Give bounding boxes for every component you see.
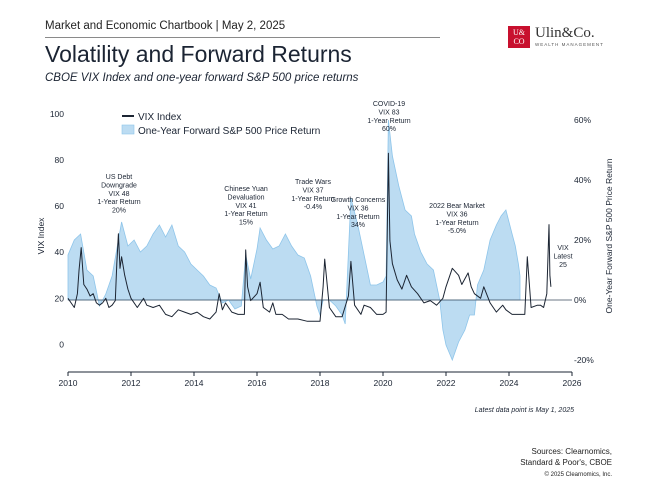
event-annotation-line: 1-Year Return: [224, 211, 267, 218]
event-annotation-line: Growth Concerns: [331, 197, 386, 204]
event-annotation-line: 1-Year Return: [336, 214, 379, 221]
logo-tagline: WEALTH MANAGEMENT: [535, 42, 604, 47]
event-annotation-line: VIX 41: [235, 203, 256, 210]
x-tick-label: 2024: [500, 378, 519, 388]
event-annotation-line: Chinese Yuan: [224, 186, 268, 193]
vix-line: [67, 152, 552, 322]
y-right-axis-label: One-Year Forward S&P 500 Price Return: [604, 158, 614, 313]
event-annotation-line: -5.0%: [448, 228, 466, 235]
event-annotation-line: VIX 36: [446, 211, 467, 218]
event-annotation-line: 15%: [239, 220, 253, 227]
event-annotation-line: 2022 Bear Market: [429, 203, 485, 210]
legend-fwd-swatch: [121, 124, 135, 135]
legend-vix-label: VIX Index: [138, 112, 181, 123]
x-tick-label: 2018: [311, 378, 330, 388]
event-annotation-line: 34%: [351, 222, 365, 229]
event-annotation-line: 60%: [382, 126, 396, 133]
event-annotation-line: 20%: [112, 208, 126, 215]
latest-data-note: Latest data point is May 1, 2025: [475, 407, 574, 414]
y-right-tick-label: 0%: [574, 295, 587, 305]
y-left-tick-label: 20: [55, 293, 65, 303]
event-annotation-line: VIX 36: [347, 205, 368, 212]
y-left-tick-label: 100: [50, 109, 64, 119]
logo-mark-top: U&: [513, 28, 525, 37]
event-annotation-line: Latest: [553, 253, 572, 260]
event-annotation-line: 1-Year Return: [291, 196, 334, 203]
logo-mark: U& CO: [508, 26, 530, 48]
event-annotation-line: 25: [559, 262, 567, 269]
event-annotation-line: -0.4%: [304, 204, 322, 211]
event-annotation-line: VIX 48: [108, 191, 129, 198]
event-annotation-line: COVID-19: [373, 101, 405, 108]
y-right-tick-label: -20%: [574, 355, 594, 365]
y-right-tick-label: 20%: [574, 235, 591, 245]
x-tick-label: 2022: [437, 378, 456, 388]
x-tick-label: 2016: [248, 378, 267, 388]
y-right-tick-label: 40%: [574, 175, 591, 185]
event-annotation-line: Devaluation: [228, 194, 265, 201]
logo-name: Ulin&Co.: [535, 25, 595, 41]
company-logo: U& CO Ulin&Co. WEALTH MANAGEMENT: [508, 26, 604, 48]
y-left-tick-label: 0: [59, 339, 64, 349]
event-annotation-line: VIX 83: [378, 109, 399, 116]
event-annotation-line: VIX: [557, 245, 569, 252]
forward-return-area: [67, 119, 521, 362]
sources-line-2: Standard & Poor's, CBOE: [520, 458, 612, 467]
event-annotation-line: 1-Year Return: [97, 199, 140, 206]
page-subtitle: CBOE VIX Index and one-year forward S&P …: [45, 72, 359, 84]
y-right-tick-label: 60%: [574, 115, 591, 125]
sources-line-1: Sources: Clearnomics,: [531, 447, 612, 456]
header-divider: [45, 37, 440, 38]
event-annotation-line: 1-Year Return: [435, 220, 478, 227]
x-tick-label: 2010: [59, 378, 78, 388]
legend-fwd-label: One-Year Forward S&P 500 Price Return: [138, 126, 320, 137]
y-left-tick-label: 60: [55, 201, 65, 211]
x-tick-label: 2012: [122, 378, 141, 388]
event-annotation-line: 1-Year Return: [367, 118, 410, 125]
y-left-axis-label: VIX Index: [36, 217, 46, 255]
event-annotation-line: Trade Wars: [295, 179, 332, 186]
logo-mark-bottom: CO: [513, 37, 525, 46]
event-annotation-line: VIX 37: [302, 187, 323, 194]
y-left-tick-label: 80: [55, 155, 65, 165]
x-tick-label: 2026: [563, 378, 582, 388]
event-annotation-line: Downgrade: [101, 182, 137, 189]
page-title: Volatility and Forward Returns: [45, 41, 352, 67]
chartbook-header: Market and Economic Chartbook | May 2, 2…: [45, 20, 286, 32]
copyright: © 2025 Clearnomics, Inc.: [544, 472, 612, 478]
x-tick-label: 2014: [185, 378, 204, 388]
y-left-tick-label: 40: [55, 247, 65, 257]
x-tick-label: 2020: [374, 378, 393, 388]
event-annotation-line: US Debt: [106, 174, 133, 181]
